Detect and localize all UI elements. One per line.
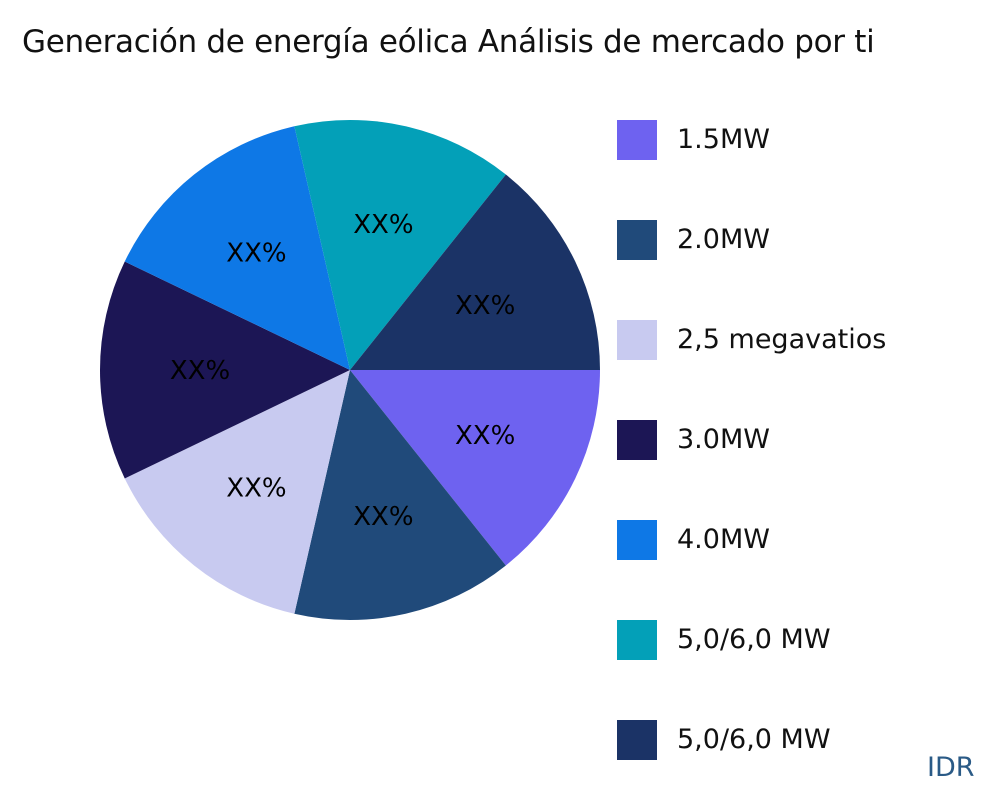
legend-swatch-icon [617,320,657,360]
pie-slice[interactable] [350,370,600,566]
slice-data-label: XX% [226,473,286,503]
legend-item[interactable]: 5,0/6,0 MW [617,720,997,760]
legend-item[interactable]: 3.0MW [617,420,997,460]
legend-swatch-icon [617,720,657,760]
pie-slice[interactable] [350,174,600,370]
pie-slice[interactable] [294,119,506,370]
slice-data-label: XX% [455,291,515,321]
legend-label: 4.0MW [677,524,770,555]
watermark-logo: IDR [927,752,975,783]
slice-data-label: XX% [353,502,413,532]
legend-item[interactable]: 4.0MW [617,520,997,560]
pie-slice[interactable] [124,370,350,614]
legend-swatch-icon [617,520,657,560]
legend-label: 5,0/6,0 MW [677,624,831,655]
chart-title: Generación de energía eólica Análisis de… [22,24,875,60]
pie-slice[interactable] [124,126,350,370]
legend-label: 5,0/6,0 MW [677,724,831,755]
legend-item[interactable]: 1.5MW [617,120,997,160]
slice-data-label: XX% [455,421,515,451]
pie-chart: XX% XX% XX% XX% XX% XX% XX% [99,119,600,621]
legend-item[interactable]: 5,0/6,0 MW [617,620,997,660]
slice-data-label: XX% [170,356,230,386]
legend-swatch-icon [617,220,657,260]
legend-label: 2,5 megavatios [677,324,887,355]
legend-item[interactable]: 2,5 megavatios [617,320,997,360]
pie-slice[interactable] [294,370,506,621]
legend-swatch-icon [617,620,657,660]
legend-swatch-icon [617,420,657,460]
legend-label: 3.0MW [677,424,770,455]
legend-label: 2.0MW [677,224,770,255]
slice-data-label: XX% [226,239,286,269]
slice-data-label: XX% [353,210,413,240]
legend-label: 1.5MW [677,124,770,155]
pie-slice[interactable] [99,261,350,479]
legend-swatch-icon [617,120,657,160]
legend-item[interactable]: 2.0MW [617,220,997,260]
